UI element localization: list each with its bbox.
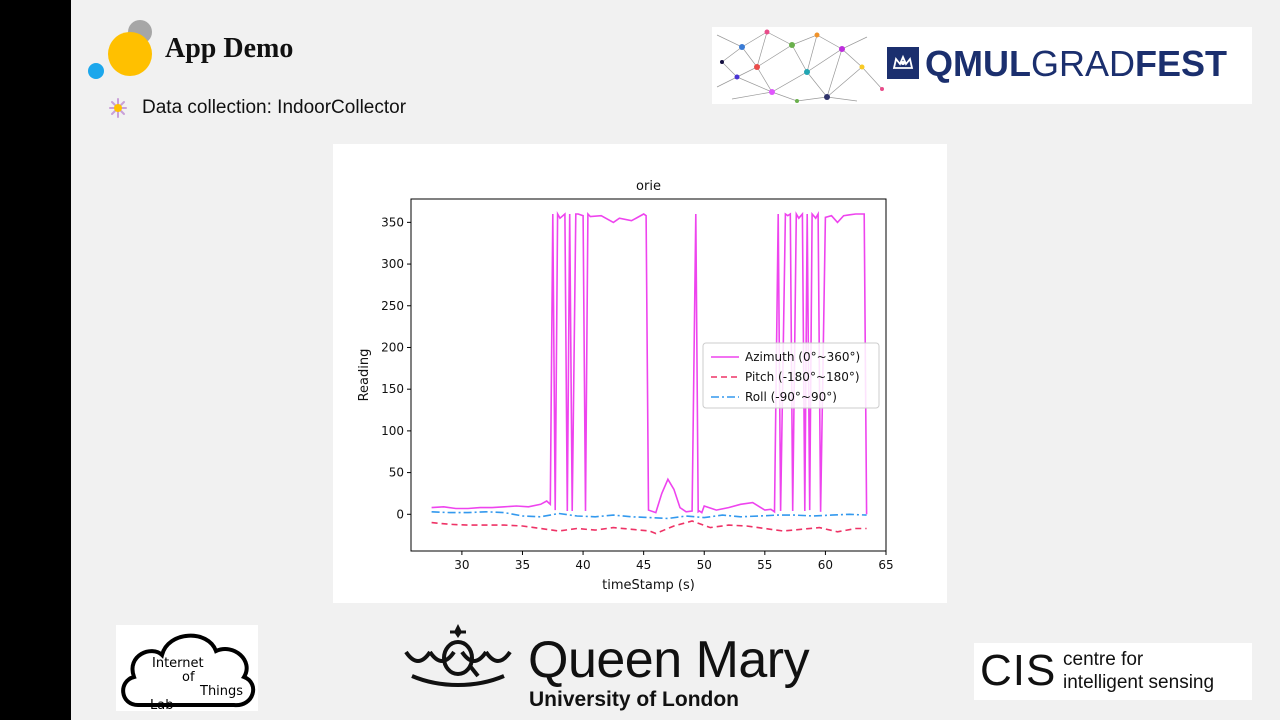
cis-line2: intelligent sensing: [1063, 672, 1215, 693]
chart-title: orie: [636, 179, 661, 194]
legend-label-pitch: Pitch (-180°~180°): [745, 370, 860, 384]
series-line-azimuth: [431, 211, 868, 515]
y-tick-label: 250: [381, 299, 404, 313]
cis-logo: CIS centre for intelligent sensing: [974, 643, 1252, 700]
queen-mary-subtitle: University of London: [529, 688, 739, 711]
x-tick-label: 35: [515, 558, 530, 572]
plot-frame: [410, 198, 887, 552]
x-tick-label: 60: [818, 558, 833, 572]
x-tick-label: 30: [454, 558, 469, 572]
x-tick-label: 50: [697, 558, 712, 572]
y-tick-label: 200: [381, 340, 404, 354]
cis-desc: centre for intelligent sensing: [1063, 648, 1214, 694]
orientation-chart: 30 35 40 45 50 55 60 65 0 50 100 150 200 250 300 350 ori…: [333, 144, 947, 603]
x-axis-label: timeStamp (s): [602, 578, 695, 593]
legend-label-roll: Roll (-90°~90°): [745, 390, 837, 404]
bullet-item: Data collection: IndoorCollector: [108, 96, 406, 120]
series-line-roll: [431, 510, 867, 520]
y-tick-label: 0: [396, 507, 404, 521]
x-tick-label: 40: [575, 558, 590, 572]
decor-dot-yellow: [108, 32, 152, 76]
y-axis-label: Reading: [357, 349, 372, 402]
star-bullet-icon: [109, 98, 127, 118]
crown-badge-icon: [887, 47, 919, 79]
gradfest-wordmark: QMULGRADFEST: [925, 42, 1227, 86]
crown-crest-icon: [404, 624, 512, 687]
iot-lab-logo: Internet of Things Lab: [116, 625, 258, 713]
cis-abbr: CIS: [980, 646, 1057, 695]
left-accent-bar: [0, 0, 71, 720]
y-tick-label: 100: [381, 424, 404, 438]
x-tick-label: 65: [878, 558, 893, 572]
queen-mary-name: Queen Mary: [528, 631, 810, 689]
wordmark-fest: FEST: [1135, 43, 1228, 84]
iot-line2: of: [182, 670, 195, 685]
legend-label-azimuth: Azimuth (0°~360°): [745, 350, 860, 364]
wordmark-qmul: QMUL: [925, 43, 1031, 84]
bullet-text: Data collection: IndoorCollector: [142, 97, 407, 118]
x-tick-label: 45: [636, 558, 651, 572]
qmul-gradfest-logo: QMULGRADFEST: [712, 27, 1252, 104]
cis-line1: centre for: [1063, 649, 1144, 670]
iot-line1: Internet: [152, 656, 204, 671]
cloud-icon: Internet of Things Lab: [121, 633, 256, 713]
legend-box: [702, 342, 880, 409]
decor-dot-blue: [88, 63, 104, 79]
y-tick-label: 150: [381, 382, 404, 396]
queen-mary-logo: Queen Mary University of London: [400, 622, 840, 714]
chart-svg: 30 35 40 45 50 55 60 65 0 50 100 150 200 250 300 350 ori…: [357, 179, 894, 593]
y-tick-label: 300: [381, 257, 404, 271]
y-tick-label: 50: [389, 466, 404, 480]
iot-line3: Things: [199, 684, 243, 699]
x-tick-label: 55: [757, 558, 772, 572]
slide-title: App Demo: [165, 33, 294, 64]
network-graphic: [716, 29, 884, 103]
series-line-pitch: [431, 520, 867, 535]
y-tick-label: 350: [381, 215, 404, 229]
iot-line4: Lab: [150, 698, 173, 711]
wordmark-grad: GRAD: [1030, 43, 1135, 84]
